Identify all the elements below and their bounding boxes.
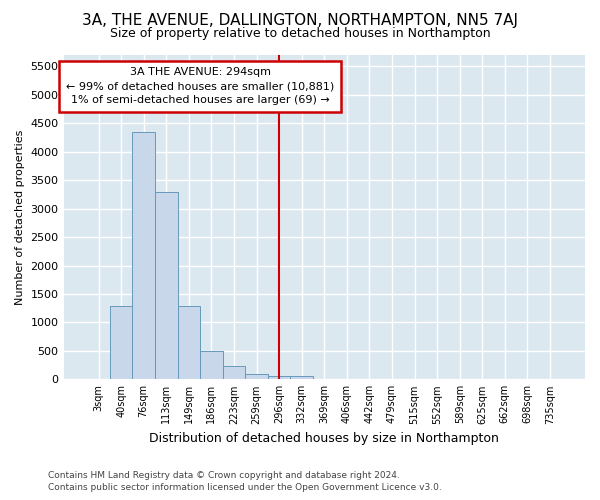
Bar	[268, 376, 290, 380]
Text: Contains HM Land Registry data © Crown copyright and database right 2024.
Contai: Contains HM Land Registry data © Crown c…	[48, 471, 442, 492]
Bar	[290, 376, 313, 380]
Text: 3A, THE AVENUE, DALLINGTON, NORTHAMPTON, NN5 7AJ: 3A, THE AVENUE, DALLINGTON, NORTHAMPTON,…	[82, 12, 518, 28]
Bar	[223, 366, 245, 380]
Bar	[155, 192, 178, 380]
Text: Size of property relative to detached houses in Northampton: Size of property relative to detached ho…	[110, 28, 490, 40]
Bar	[110, 306, 133, 380]
Bar	[200, 352, 223, 380]
Text: 3A THE AVENUE: 294sqm
← 99% of detached houses are smaller (10,881)
1% of semi-d: 3A THE AVENUE: 294sqm ← 99% of detached …	[66, 68, 334, 106]
Bar	[245, 374, 268, 380]
Y-axis label: Number of detached properties: Number of detached properties	[15, 130, 25, 305]
X-axis label: Distribution of detached houses by size in Northampton: Distribution of detached houses by size …	[149, 432, 499, 445]
Bar	[178, 306, 200, 380]
Bar	[133, 132, 155, 380]
